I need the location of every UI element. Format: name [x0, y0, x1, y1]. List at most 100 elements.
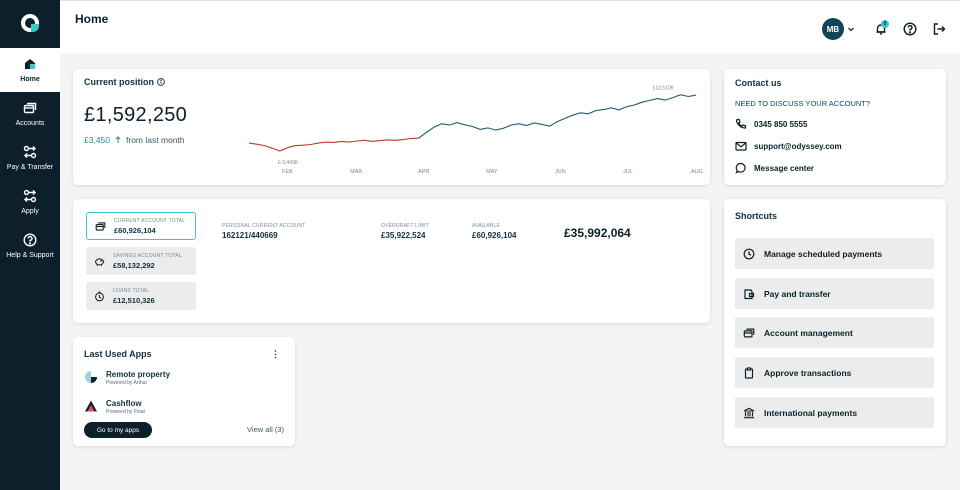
- chart-series-negative: [248, 137, 419, 152]
- info-icon[interactable]: [157, 78, 165, 86]
- nav-home[interactable]: Home: [0, 48, 60, 92]
- loan-icon: [95, 291, 104, 301]
- accounts-card: CURRENT ACCOUNT TOTAL £60,926,104 SAVING…: [73, 199, 710, 323]
- shortcut-pay-and-transfer[interactable]: Pay and transfer: [735, 278, 934, 309]
- detail-available: AVAILABLE £60,926,104: [472, 223, 517, 240]
- wallet-icon: [744, 288, 755, 299]
- account-current-label: CURRENT ACCOUNT TOTAL: [114, 217, 186, 224]
- avatar[interactable]: MB: [822, 18, 844, 40]
- x-tick-label: APR: [418, 169, 429, 175]
- shortcut-manage-scheduled-payments[interactable]: Manage scheduled payments: [735, 238, 934, 269]
- nav-apply[interactable]: Apply: [0, 180, 60, 224]
- app-cashflow-by: Powered by Float: [106, 409, 145, 415]
- app-logo[interactable]: [0, 0, 60, 46]
- detail-available-label: AVAILABLE: [472, 223, 501, 229]
- x-tick-label: MAR: [350, 169, 362, 175]
- chart-series-positive: [418, 94, 697, 139]
- contact-phone-text: 0345 850 5555: [754, 119, 808, 129]
- shortcut-label: Account management: [764, 327, 853, 338]
- app-cashflow[interactable]: Cashflow Powered by Float: [84, 399, 145, 415]
- mail-icon: [735, 141, 747, 151]
- app-remote-property[interactable]: Remote property Powered by Arthur: [84, 370, 170, 386]
- page-title: Home: [75, 12, 109, 26]
- detail-personal-account-value: 162121/440669: [222, 231, 278, 240]
- account-current-amount: £60,926,104: [114, 225, 156, 235]
- accounts-icon: [743, 328, 755, 337]
- account-balance: £35,992,064: [564, 226, 631, 240]
- shortcut-approve-transactions[interactable]: Approve transactions: [735, 357, 934, 388]
- detail-personal-account: PERSONAL CURRENT ACCOUNT 162121/440669: [222, 223, 305, 240]
- current-position-label: Current position: [84, 77, 154, 87]
- detail-overdraft-limit-label: OVERDRAFT LIMIT: [381, 223, 429, 229]
- detail-personal-account-label: PERSONAL CURRENT ACCOUNT: [222, 223, 306, 229]
- account-loans-label: LOANS TOTAL: [113, 287, 150, 294]
- shortcut-label: International payments: [764, 407, 858, 418]
- app-remote-property-name: Remote property: [106, 370, 171, 379]
- more-options-icon[interactable]: ⋮: [271, 349, 280, 359]
- chevron-down-icon[interactable]: [847, 25, 855, 33]
- app-cashflow-name: Cashflow: [106, 399, 142, 408]
- piggy-bank-icon: [95, 257, 105, 266]
- shortcuts-card: Shortcuts Manage scheduled payments Pay …: [724, 199, 946, 446]
- account-savings-amount: £58,132,292: [113, 260, 155, 270]
- x-tick-label: JUL: [623, 169, 633, 175]
- shortcuts-title: Shortcuts: [735, 211, 778, 221]
- accounts-icon: [23, 102, 37, 114]
- account-current-total[interactable]: CURRENT ACCOUNT TOTAL £60,926,104: [86, 212, 196, 240]
- position-change: £3,450 from last month: [84, 135, 185, 145]
- nav-pay-transfer[interactable]: Pay & Transfer: [0, 136, 60, 180]
- top-bar: Home MB 0: [60, 0, 960, 54]
- nav-accounts[interactable]: Accounts: [0, 92, 60, 136]
- nav-accounts-label: Accounts: [15, 120, 45, 127]
- x-tick-label: AUG: [691, 169, 703, 175]
- contact-email[interactable]: support@odyssey.com: [735, 140, 842, 152]
- phone-icon: [735, 118, 747, 129]
- chat-icon: [735, 162, 746, 174]
- bank-icon: [743, 407, 755, 418]
- contact-email-text: support@odyssey.com: [754, 141, 842, 151]
- remote-property-logo-icon: [85, 371, 97, 383]
- shortcut-account-management[interactable]: Account management: [735, 317, 934, 348]
- arrow-up-icon: [115, 136, 121, 143]
- nav-home-label: Home: [20, 76, 40, 83]
- position-amount: £1,592,250: [84, 104, 188, 126]
- contact-phone[interactable]: 0345 850 5555: [735, 118, 807, 130]
- home-icon: [25, 59, 35, 69]
- contact-message-text: Message center: [754, 163, 815, 173]
- nav-pay-transfer-label: Pay & Transfer: [6, 164, 54, 171]
- apply-icon: [23, 189, 37, 203]
- shortcut-label: Manage scheduled payments: [764, 248, 883, 259]
- nav-apply-label: Apply: [21, 208, 39, 215]
- position-chart: FEB MAR APR MAY JUN JUL AUG £-3,443K £12,510K: [248, 86, 703, 175]
- detail-overdraft-limit-value: £35,922,524: [381, 231, 426, 240]
- transfer-icon: [23, 145, 37, 159]
- x-tick-label: MAY: [486, 169, 498, 175]
- shortcut-international-payments[interactable]: International payments: [735, 397, 934, 428]
- x-tick-label: FEB: [282, 169, 293, 175]
- nav-help-support[interactable]: Help & Support: [0, 224, 60, 268]
- contact-message-center[interactable]: Message center: [735, 162, 814, 174]
- clipboard-icon: [744, 366, 754, 379]
- chart-high-annotation: £12,510K: [653, 86, 675, 92]
- view-all-apps-link[interactable]: View all (3): [247, 425, 284, 434]
- nav-help-support-label: Help & Support: [6, 252, 54, 259]
- account-savings-total[interactable]: SAVINGS ACCOUNT TOTAL £58,132,292: [86, 247, 196, 275]
- shortcut-label: Approve transactions: [764, 367, 852, 378]
- account-savings-label: SAVINGS ACCOUNT TOTAL: [113, 252, 182, 259]
- cashflow-logo-icon: [85, 400, 97, 412]
- contact-us-card: Contact us NEED TO DISCUSS YOUR ACCOUNT?…: [724, 69, 946, 185]
- contact-question: NEED TO DISCUSS YOUR ACCOUNT?: [735, 99, 871, 108]
- account-loans-total[interactable]: LOANS TOTAL £12,510,326: [86, 282, 196, 310]
- help-icon[interactable]: [903, 22, 917, 36]
- current-position-card: Current position £1,592,250 £3,450 from …: [73, 69, 710, 185]
- position-change-suffix: from last month: [126, 135, 185, 145]
- last-used-apps-card: Last Used Apps ⋮ Remote property Powered…: [73, 337, 295, 446]
- detail-overdraft-limit: OVERDRAFT LIMIT £35,922,524: [381, 223, 429, 240]
- contact-title: Contact us: [735, 78, 782, 88]
- x-tick-label: JUN: [555, 169, 566, 175]
- notification-badge: 0: [881, 20, 889, 28]
- logout-icon[interactable]: [932, 22, 946, 36]
- clock-icon: [743, 248, 755, 259]
- chart-low-annotation: £-3,443K: [278, 160, 299, 166]
- go-to-my-apps-button[interactable]: Go to my apps: [84, 422, 152, 438]
